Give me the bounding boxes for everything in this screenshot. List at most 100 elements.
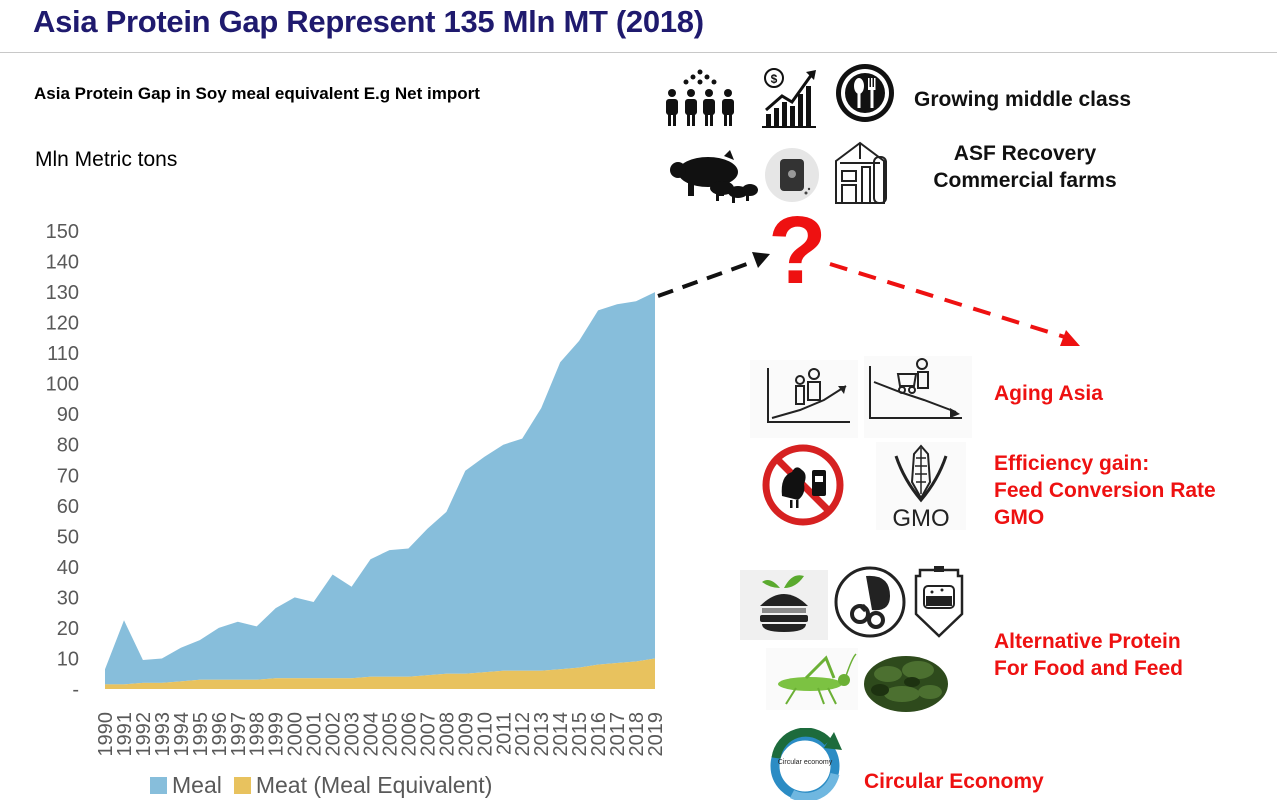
y-tick-label: 50	[57, 526, 79, 548]
aging-chart-up-icon	[750, 360, 858, 438]
x-tick-label: 2010	[474, 712, 496, 757]
y-tick-label: 30	[57, 587, 79, 609]
circular-economy-icon: Circular economy	[770, 728, 842, 800]
outcome-efficiency-line2: Feed Conversion Rate	[994, 479, 1216, 502]
question-mark: ?	[768, 197, 827, 304]
x-tick-label: 2004	[361, 712, 383, 757]
chicken-drumstick-icon	[834, 566, 906, 638]
y-axis-unit-label: Mln Metric tons	[35, 148, 178, 171]
y-tick-label: 100	[46, 374, 79, 396]
x-tick-label: 2009	[455, 712, 477, 757]
x-tick-label: 2008	[436, 712, 458, 757]
x-tick-label: 2007	[417, 712, 439, 757]
x-tick-label: 2016	[588, 712, 610, 757]
outcome-alt-protein-line1: Alternative Protein	[994, 630, 1181, 653]
page-title: Asia Protein Gap Represent 135 Mln MT (2…	[33, 4, 704, 39]
svg-text:$: $	[771, 72, 778, 86]
bioreactor-icon	[914, 566, 964, 638]
silo-farm-icon	[835, 141, 887, 204]
x-tick-label: 1995	[190, 712, 212, 757]
income-growth-icon: $	[762, 68, 816, 128]
chart-legend: Meal Meat (Meal Equivalent)	[150, 772, 504, 799]
x-tick-label: 2019	[645, 712, 667, 757]
x-tick-label: 2002	[323, 712, 345, 757]
x-tick-label: 1998	[247, 712, 269, 757]
driver-asf: ASF Recovery Commercial farms	[916, 140, 1134, 194]
x-tick-label: 2014	[550, 712, 572, 757]
legend-swatch-meat	[233, 777, 251, 794]
pigs-icon	[670, 150, 758, 203]
outcome-alt-protein: Alternative Protein For Food and Feed	[994, 628, 1183, 682]
x-tick-label: 2006	[398, 712, 420, 757]
x-tick-label: 1993	[152, 712, 174, 757]
x-tick-label: 1999	[266, 712, 288, 757]
y-tick-label: 40	[57, 557, 79, 579]
gmo-icon-label: GMO	[892, 505, 949, 530]
red-dashed-arrow	[829, 262, 1069, 340]
y-tick-label: 90	[57, 404, 79, 426]
red-arrowhead	[1060, 330, 1080, 346]
y-tick-label: 80	[57, 435, 79, 457]
x-tick-label: 1996	[209, 712, 231, 757]
y-tick-label: 110	[47, 343, 79, 365]
x-tick-label: 2018	[626, 712, 648, 757]
outcome-circular-economy: Circular Economy	[864, 770, 1044, 793]
population-icon	[666, 69, 734, 126]
x-tick-label: 2011	[493, 712, 515, 755]
area-series-meal	[105, 292, 655, 685]
y-tick-label: 150	[46, 221, 79, 243]
circular-icon-label: Circular economy	[778, 759, 833, 766]
grasshopper-icon	[766, 648, 858, 710]
x-tick-label: 1994	[171, 712, 193, 757]
legend-swatch-meal	[150, 777, 167, 794]
legend-label-meal: Meal	[172, 772, 222, 798]
arrows-overlay	[657, 252, 1080, 346]
feed-bag-icon	[765, 148, 819, 202]
outcome-aging-asia: Aging Asia	[994, 382, 1103, 405]
y-tick-label: 140	[46, 252, 79, 274]
x-tick-label: 2013	[531, 712, 553, 757]
no-feed-chicken-icon	[762, 444, 844, 526]
y-tick-label: -	[72, 679, 79, 701]
x-tick-label: 2000	[285, 712, 307, 757]
x-tick-label: 2012	[512, 712, 534, 757]
x-tick-label: 1990	[95, 712, 117, 757]
y-tick-label: 70	[57, 465, 79, 487]
driver-middle-class: Growing middle class	[914, 88, 1132, 111]
area-chart: - 10 20 30 40 50 60 70 80 90 100 110 120 130 140 150 19…	[46, 221, 667, 757]
x-tick-label: 2001	[304, 712, 326, 757]
black-dashed-arrow	[657, 258, 759, 298]
area-series-meat	[105, 658, 655, 689]
black-arrowhead	[752, 252, 770, 268]
outcome-efficiency-line1: Efficiency gain:	[994, 452, 1150, 475]
y-tick-label: 10	[57, 649, 79, 671]
y-tick-label: 20	[57, 618, 79, 640]
x-tick-label: 1992	[133, 712, 155, 757]
title-divider	[0, 52, 1277, 53]
driver-asf-line1: ASF Recovery	[953, 142, 1097, 165]
y-tick-labels: - 10 20 30 40 50 60 70 80 90 100 110 120 130 140 150	[46, 221, 79, 701]
y-tick-label: 130	[46, 282, 79, 304]
legend-label-meat: Meat (Meal Equivalent)	[255, 772, 493, 798]
x-tick-label: 2003	[342, 712, 364, 757]
y-tick-label: 120	[46, 313, 79, 335]
x-tick-label: 2005	[379, 712, 401, 757]
x-tick-labels: 1990199119921993199419951996199719981999…	[95, 712, 667, 757]
chart-subtitle: Asia Protein Gap in Soy meal equivalent …	[34, 84, 480, 103]
outcome-efficiency: Efficiency gain: Feed Conversion Rate GM…	[994, 450, 1216, 531]
x-tick-label: 1991	[114, 712, 136, 757]
area-layer	[105, 292, 655, 689]
outcome-efficiency-line3: GMO	[994, 506, 1045, 529]
x-tick-label: 2017	[607, 712, 629, 757]
legend-item-meal: Meal	[150, 772, 222, 799]
x-tick-label: 1997	[228, 712, 250, 757]
food-plate-icon	[836, 64, 894, 122]
y-tick-label: 60	[57, 496, 79, 518]
plant-burger-icon	[740, 570, 828, 640]
x-tick-label: 2015	[569, 712, 591, 757]
aging-chart-down-icon	[864, 356, 972, 438]
driver-asf-line2: Commercial farms	[933, 169, 1117, 192]
gmo-corn-icon: GMO	[876, 442, 966, 530]
legend-item-meat: Meat (Meal Equivalent)	[233, 772, 493, 799]
outcome-alt-protein-line2: For Food and Feed	[994, 657, 1183, 680]
